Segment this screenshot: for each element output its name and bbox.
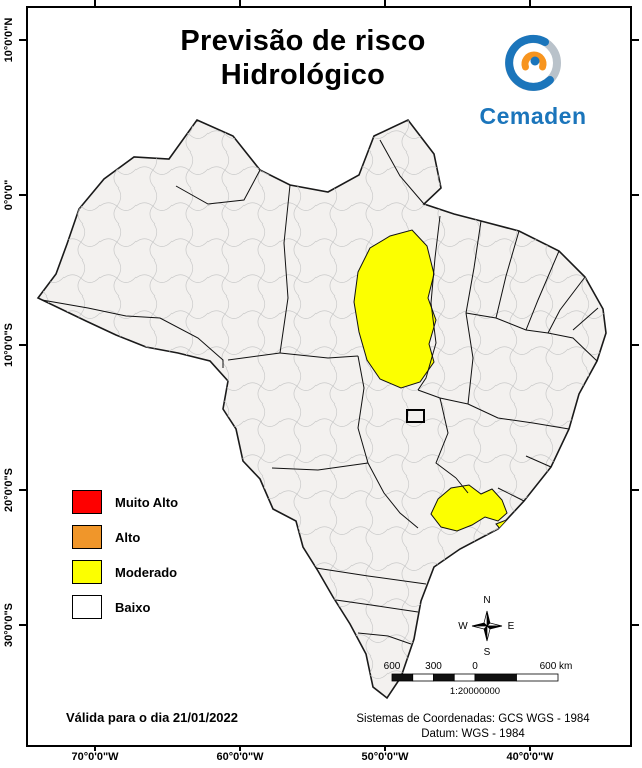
graticule-tick (19, 344, 26, 346)
graticule-tick (239, 0, 241, 6)
coordinate-system-line2: Datum: WGS - 1984 (421, 727, 525, 740)
graticule-tick (19, 194, 26, 196)
page-title-line1: Previsão de risco (180, 25, 426, 57)
graticule-tick (19, 39, 26, 41)
lat-label-30s: 30°0'0"S (3, 602, 15, 648)
graticule-tick (632, 624, 639, 626)
graticule-tick (94, 0, 96, 6)
lon-label-70w: 70°0'0"W (71, 751, 119, 763)
lon-label-50w: 50°0'0"W (361, 751, 409, 763)
legend-item-alto: Alto (72, 525, 178, 549)
graticule-tick (632, 489, 639, 491)
scale-label-600-left: 600 (384, 661, 401, 672)
lon-label-40w: 40°0'0"W (506, 751, 554, 763)
graticule-tick (94, 747, 96, 751)
lat-label-20s: 20°0'0"S (3, 467, 15, 513)
lon-label-60w: 60°0'0"W (216, 751, 264, 763)
coordinate-system-line1: Sistemas de Coordenadas: GCS WGS - 1984 (356, 713, 590, 725)
compass-rose-icon: N S W E (458, 595, 515, 658)
scale-label-600-right: 600 km (540, 661, 573, 672)
graticule-tick (529, 0, 531, 6)
graticule-tick (19, 624, 26, 626)
graticule-tick (632, 39, 639, 41)
legend-item-moderado: Moderado (72, 560, 178, 584)
moderate-risk-regions (353, 229, 521, 532)
scale-label-300: 300 (425, 661, 442, 672)
graticule-tick (384, 0, 386, 6)
compass-west-label: W (458, 621, 468, 632)
cemaden-wordmark: Cemaden (479, 103, 587, 129)
legend-swatch-moderado (72, 560, 102, 584)
graticule-tick (529, 747, 531, 751)
lat-label-10n: 10°0'0"N (3, 17, 15, 63)
graticule-tick (632, 194, 639, 196)
legend-label: Muito Alto (115, 494, 179, 510)
coordinate-system-note: Sistemas de Coordenadas: GCS WGS - 1984 … (323, 712, 623, 742)
legend-swatch-muito-alto (72, 490, 102, 514)
distrito-federal-outline (406, 409, 425, 423)
page-title-line2: Hidrológico (220, 59, 386, 92)
lat-label-0: 0°0'0" (3, 179, 15, 211)
legend-item-muito-alto: Muito Alto (72, 490, 178, 514)
brazil-map (37, 119, 607, 699)
cemaden-logo: Cemaden (448, 30, 618, 130)
scale-bar: 600 300 0 600 km 1:20000000 (384, 661, 573, 697)
state-boundaries (41, 139, 599, 645)
graticule-tick (239, 747, 241, 751)
legend-label: Moderado (115, 564, 178, 580)
scale-ratio: 1:20000000 (450, 686, 500, 697)
graticule-tick (632, 344, 639, 346)
compass-east-label: E (508, 621, 515, 632)
graticule-tick (19, 489, 26, 491)
legend-swatch-alto (72, 525, 102, 549)
validity-date: Válida para o dia 21/01/2022 (66, 710, 238, 725)
legend-swatch-baixo (72, 595, 102, 619)
legend-label: Alto (115, 529, 141, 545)
compass-north-label: N (483, 595, 490, 606)
scale-label-0: 0 (472, 661, 478, 672)
compass-south-label: S (484, 647, 491, 658)
cemaden-eye-icon (505, 34, 561, 91)
page-title: Previsão de risco Hidrológico (68, 24, 538, 92)
moderate-risk-region-southeast (430, 484, 508, 532)
lat-label-10s: 10°0'0"S (3, 322, 15, 368)
risk-legend: Muito Alto Alto Moderado Baixo (72, 490, 178, 619)
legend-label: Baixo (115, 599, 151, 615)
map-frame: Previsão de risco Hidrológico Cemaden Mu… (26, 6, 632, 747)
moderate-risk-region-central (353, 229, 437, 389)
graticule-tick (384, 747, 386, 751)
legend-item-baixo: Baixo (72, 595, 178, 619)
